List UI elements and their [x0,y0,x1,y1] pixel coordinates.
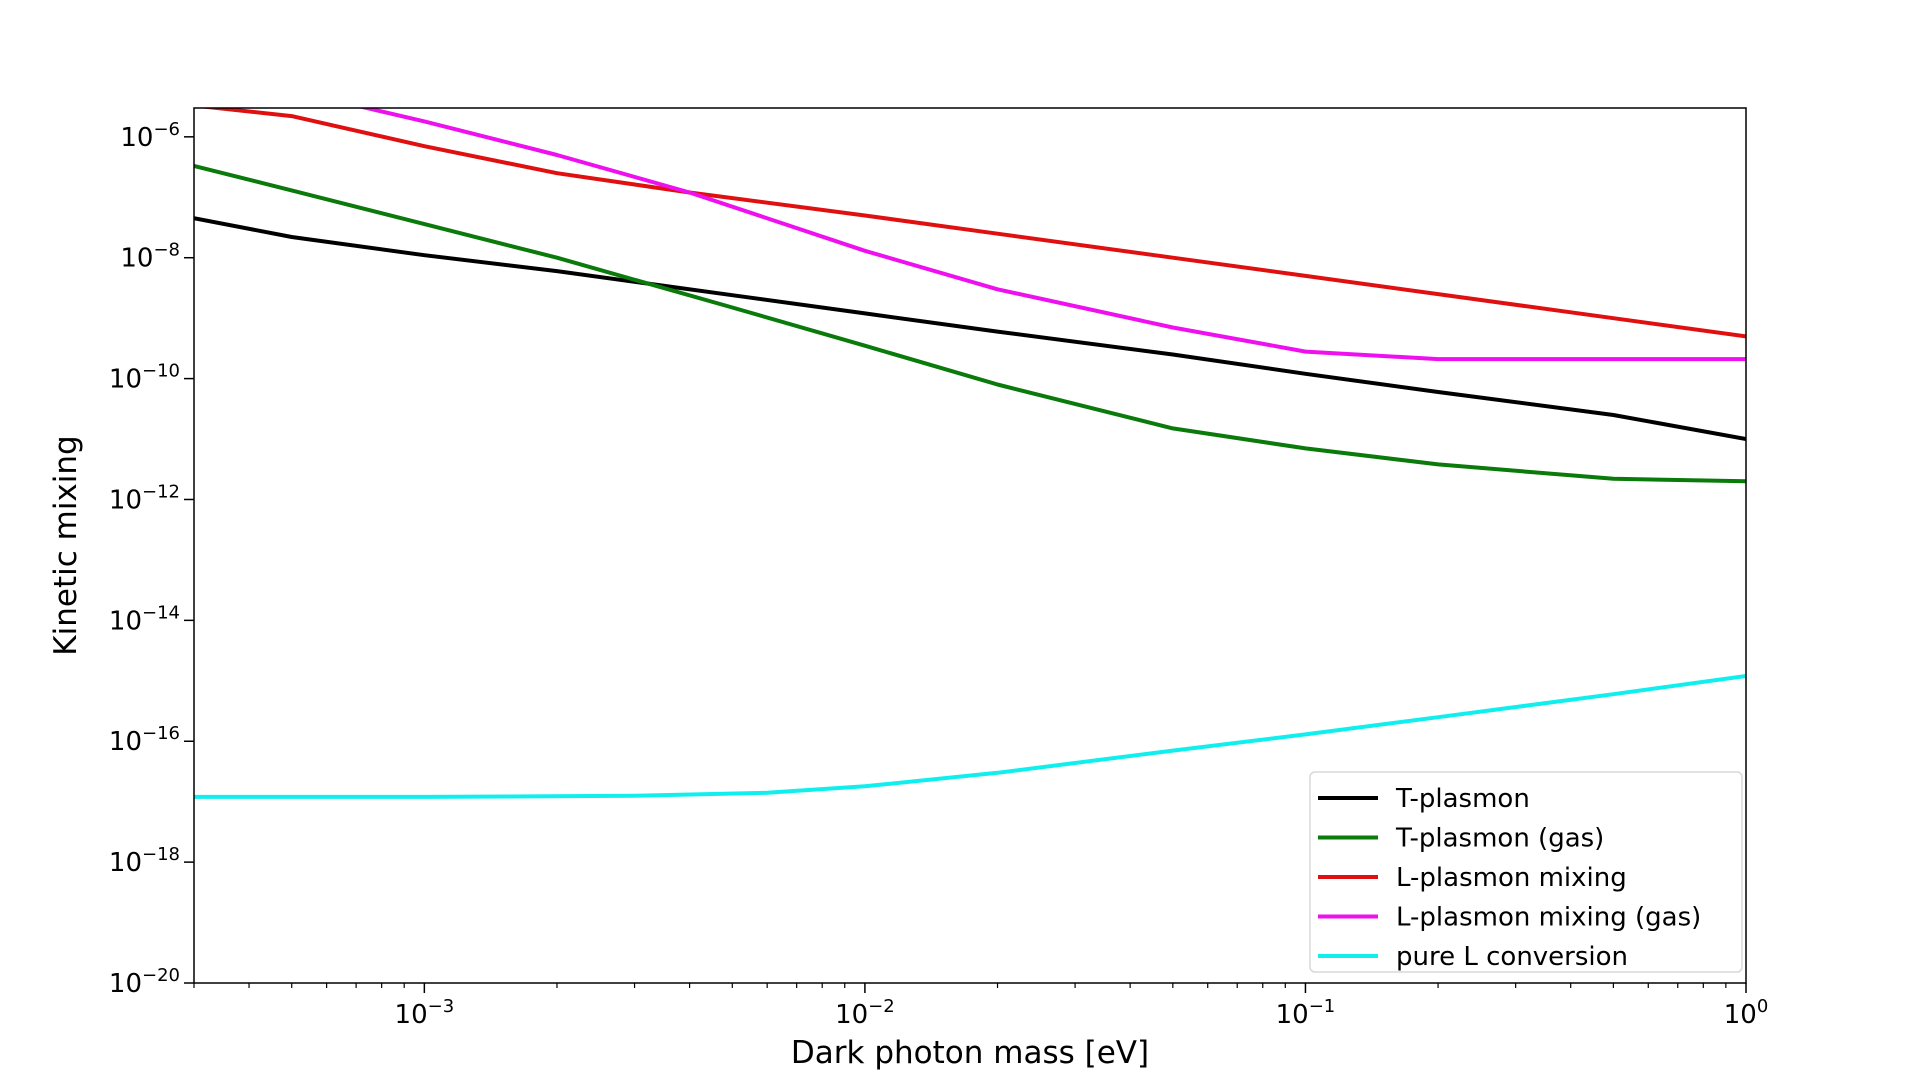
x-axis-label: Dark photon mass [eV] [791,1035,1149,1071]
x-tick-label: 10−3 [395,996,455,1030]
plot-frame [193,107,1747,984]
series-line-5 [194,674,1746,799]
x-tick-label: 10−1 [1276,996,1336,1030]
series-layer [194,108,1746,799]
x-tick-label: 100 [1724,996,1769,1030]
legend-label: L-plasmon mixing (gas) [1396,903,1701,933]
legend: T-plasmon T-plasmon (gas) L-plasmon mixing… [1309,771,1743,973]
y-tick-label: 10−14 [109,602,180,636]
legend-label: T-plasmon (gas) [1395,824,1604,854]
y-tick-label: 10−6 [120,119,180,153]
y-tick-label: 10−16 [109,723,180,757]
x-tick-label: 10−2 [835,996,895,1030]
y-tick-label: 10−8 [120,240,180,274]
y-tick-label: 10−10 [109,361,180,395]
legend-label: pure L conversion [1396,942,1628,972]
series-line-3 [198,108,1746,339]
y-tick-label: 10−20 [109,965,180,999]
legend-label: T-plasmon [1395,784,1530,814]
legend-label: L-plasmon mixing [1396,863,1627,893]
y-axis-label: Kinetic mixing [48,435,84,655]
series-line-2 [194,163,1746,484]
series-line-1 [194,216,1746,441]
legend-box [1309,771,1743,973]
ticks-layer: 10−3 10−2 10−1 100 10−6 10−8 10−10 10−12 10−14 10… [109,119,1768,1030]
series-line-4 [358,108,1746,362]
y-tick-label: 10−18 [109,844,180,878]
y-tick-label: 10−12 [109,481,180,515]
